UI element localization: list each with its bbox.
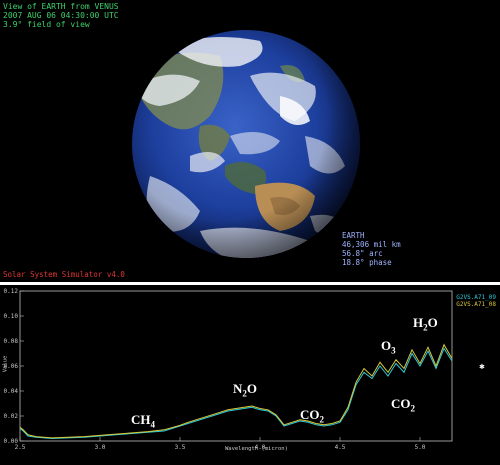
x-axis-label: Wavelength (micron) bbox=[225, 446, 288, 452]
h2o-label: H2O bbox=[413, 315, 438, 333]
x-tick-label: 4.5 bbox=[335, 444, 346, 451]
x-tick-label: 3.0 bbox=[95, 444, 106, 451]
spectrum-panel: 0.00 0.02 0.04 0.06 0.08 0.10 0.12 2.5 3.0 3.5 4.… bbox=[0, 285, 500, 465]
earth-view-panel: View of EARTH from VENUS 2007 AUG 06 04:… bbox=[3, 2, 401, 279]
y-axis-label: Value bbox=[2, 355, 9, 373]
y-tick-label: 0.08 bbox=[4, 338, 19, 345]
y-tick-label: 0.06 bbox=[4, 363, 19, 370]
co2-label-left: CO2 bbox=[300, 407, 324, 425]
view-title: View of EARTH from VENUS bbox=[3, 2, 119, 11]
legend-series-1: G2VS.A71_09 bbox=[456, 294, 496, 301]
field-of-view-label: 3.9° field of view bbox=[3, 20, 90, 29]
plot-frame bbox=[19, 290, 453, 442]
y-tick-label: 0.10 bbox=[4, 313, 19, 320]
y-tick-label: 0.04 bbox=[4, 388, 19, 395]
x-axis-ticks: 2.5 3.0 3.5 4.0 4.5 5.0 bbox=[15, 437, 426, 451]
co2-label-right: CO2 bbox=[391, 396, 415, 414]
earth-name-label: EARTH bbox=[342, 231, 365, 240]
simulator-version-label: Solar System Simulator v4.0 bbox=[3, 270, 125, 279]
x-tick-label: 4.0 bbox=[255, 444, 266, 451]
series-line-1 bbox=[19, 347, 453, 440]
star-marker: ✱ bbox=[479, 363, 485, 371]
x-tick-label: 2.5 bbox=[15, 444, 26, 451]
y-tick-label: 0.12 bbox=[4, 288, 19, 295]
earth-arc-label: 56.8" arc bbox=[342, 249, 383, 258]
y-axis-ticks: 0.00 0.02 0.04 0.06 0.08 0.10 0.12 bbox=[4, 288, 24, 445]
earth-globe-image bbox=[132, 30, 360, 258]
n2o-label: N2O bbox=[233, 381, 258, 399]
spectrum-chart: 0.00 0.02 0.04 0.06 0.08 0.10 0.12 2.5 3.0 3.5 4.… bbox=[4, 288, 453, 451]
series-line-2 bbox=[19, 343, 453, 439]
spectrum-series bbox=[19, 343, 453, 440]
y-tick-label: 0.02 bbox=[4, 413, 19, 420]
x-tick-label: 3.5 bbox=[175, 444, 186, 451]
view-timestamp: 2007 AUG 06 04:30:00 UTC bbox=[3, 11, 119, 20]
x-tick-label: 5.0 bbox=[415, 444, 426, 451]
o3-label: O3 bbox=[381, 338, 396, 356]
y-tick-label: 0.00 bbox=[4, 438, 19, 445]
earth-phase-label: 18.8° phase bbox=[342, 258, 392, 267]
legend-series-2: G2VS.A71_08 bbox=[456, 301, 496, 308]
ch4-label: CH4 bbox=[131, 412, 155, 430]
earth-distance-label: 46,306 mil km bbox=[342, 240, 401, 249]
panel-divider bbox=[0, 282, 500, 285]
